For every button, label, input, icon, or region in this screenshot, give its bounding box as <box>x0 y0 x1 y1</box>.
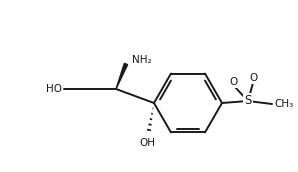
Text: NH₂: NH₂ <box>132 55 152 65</box>
Text: OH: OH <box>139 138 155 148</box>
Text: S: S <box>244 94 252 108</box>
Text: HO: HO <box>46 84 62 94</box>
Text: O: O <box>230 77 238 87</box>
Text: O: O <box>250 73 258 83</box>
Polygon shape <box>116 63 128 89</box>
Text: CH₃: CH₃ <box>274 99 293 109</box>
